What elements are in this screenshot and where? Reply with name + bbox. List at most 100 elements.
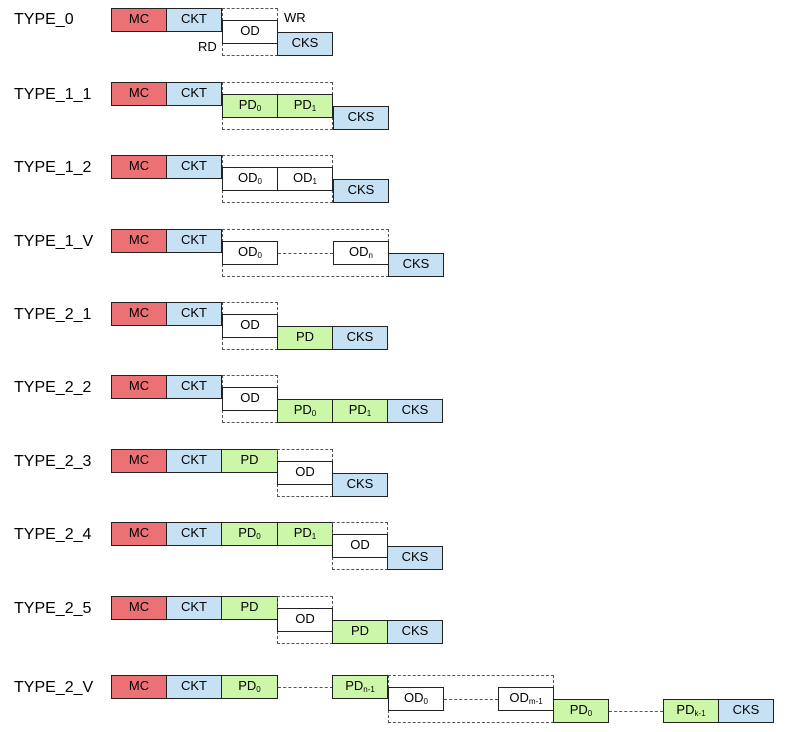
od-block: OD0 [222,167,278,191]
pd-block: PDk-1 [663,699,719,723]
pd-subscript: 1 [311,532,317,541]
pd-subscript: 0 [311,409,317,418]
cks-block: CKS [387,620,443,644]
pd-text: PD [293,402,312,417]
ckt-block: CKT [166,375,222,399]
pd-subscript: n-1 [363,685,375,694]
ckt-block: CKT [166,155,222,179]
mc-block: MC [111,302,167,326]
type-label-type-2-4: TYPE_2_4 [14,526,92,543]
mc-block: MC [111,449,167,473]
od-block: OD [222,314,278,338]
pd-block: PD0 [221,522,278,546]
type-label-type-2-2: TYPE_2_2 [14,379,92,396]
mc-block: MC [111,8,167,32]
pd-text: PD [348,402,367,417]
pd-subscript: 0 [256,685,261,694]
type-label-type-1-v: TYPE_1_V [14,233,94,250]
od-text: OD [404,690,424,705]
pd-text: PD [293,97,312,112]
od-block: OD [222,20,278,44]
od-block: OD [277,461,333,485]
cks-block: CKS [333,106,389,130]
pd-block: PD1 [277,94,333,118]
od-block: ODn [333,241,389,265]
type-label-type-2-v: TYPE_2_V [14,679,94,696]
type-label-type-0: TYPE_0 [14,11,74,28]
pd-subscript: 1 [311,104,317,113]
mc-block: MC [111,675,167,699]
mc-block: MC [111,596,167,620]
pd-block: PD [332,620,388,644]
cks-block: CKS [332,473,388,497]
pd-block: PD0 [222,94,278,118]
cks-block: CKS [332,326,388,350]
pd-subscript: 0 [256,104,262,113]
ckt-block: CKT [166,522,222,546]
pd-block: PD [277,326,333,350]
pd-text: PD [293,525,312,540]
ckt-block: CKT [166,302,222,326]
pd-text: PD [238,678,257,693]
od-subscript: n [368,251,373,260]
pd-text: PD [238,97,257,112]
pd-subscript: 0 [587,709,593,718]
pd-block: PD [221,449,278,473]
ckt-block: CKT [166,229,222,253]
od-block: OD [222,387,278,411]
od-subscript: 0 [257,177,262,186]
mc-block: MC [111,522,167,546]
pd-subscript: 1 [366,409,372,418]
type-label-type-2-3: TYPE_2_3 [14,453,92,470]
od-block: OD [277,608,333,632]
pd-block: PD0 [221,675,278,699]
ckt-block: CKT [166,449,222,473]
pd-block: PDn-1 [332,675,388,699]
type-label-type-1-2: TYPE_1_2 [14,159,92,176]
pd-text: PD [238,525,257,540]
od-text: OD [349,244,369,259]
od-text: OD [293,170,313,185]
od-text: OD [238,170,258,185]
pd-block: PD0 [553,699,609,723]
ckt-block: CKT [166,8,222,32]
ckt-block: CKT [166,82,222,106]
type-label-type-2-5: TYPE_2_5 [14,600,92,617]
cks-block: CKS [388,253,444,277]
cks-block: CKS [333,179,389,203]
pd-block: PD1 [277,522,333,546]
od-subscript: 0 [257,251,262,260]
ellipsis-connector [278,687,333,688]
od-block: OD1 [277,167,333,191]
type-label-type-2-1: TYPE_2_1 [14,306,92,323]
od-block: OD0 [222,241,278,265]
mc-block: MC [111,82,167,106]
cks-block: CKS [718,699,774,723]
pd-subscript: k-1 [694,709,706,718]
ellipsis-connector [609,711,663,712]
od-subscript: m-1 [528,697,543,706]
od-subscript: 1 [312,177,317,186]
mc-block: MC [111,375,167,399]
ellipsis-connector [278,253,333,254]
type-label-type-1-1: TYPE_1_1 [14,86,92,103]
mc-block: MC [111,229,167,253]
cks-block: CKS [277,32,333,56]
mc-block: MC [111,155,167,179]
ckt-block: CKT [166,675,222,699]
od-block: ODm-1 [498,687,554,711]
cks-block: CKS [387,399,443,423]
od-block: OD [332,534,388,558]
pd-subscript: 0 [256,532,261,541]
pd-text: PD [569,702,588,717]
pd-block: PD0 [277,399,333,423]
od-subscript: 0 [423,697,428,706]
od-text: OD [509,690,529,705]
od-block: OD0 [388,687,444,711]
ckt-block: CKT [166,596,222,620]
ellipsis-connector [444,699,498,700]
pd-text: PD [345,678,364,693]
pd-block: PD1 [332,399,388,423]
rd-annotation: RD [198,39,217,54]
pd-text: PD [676,702,695,717]
